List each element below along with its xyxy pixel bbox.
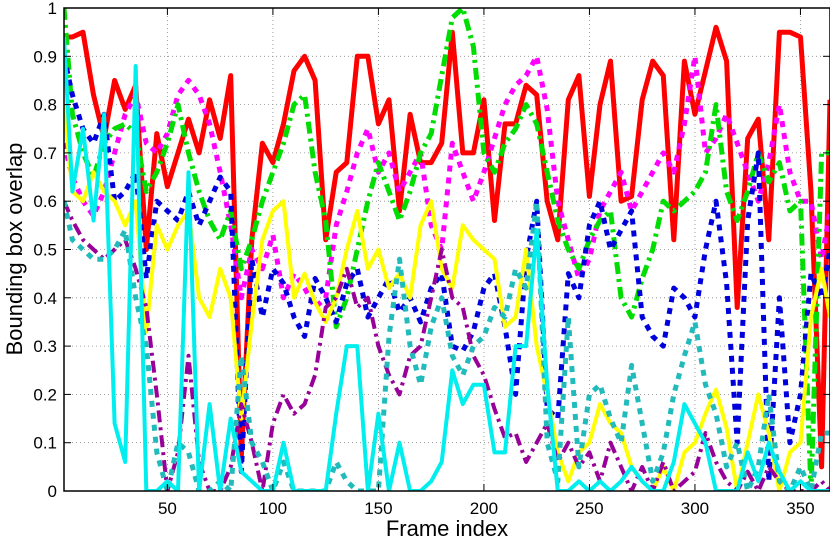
- y-tick-label: 0.5: [33, 241, 57, 260]
- series-line-1: [64, 24, 830, 470]
- y-tick-label: 0.9: [33, 47, 57, 66]
- x-tick-label: 150: [364, 499, 392, 518]
- y-axis-label: Bounding box overlap: [2, 143, 27, 356]
- y-tick-label: 0.8: [33, 96, 57, 115]
- x-tick-label: 250: [575, 499, 603, 518]
- x-tick-label: 300: [681, 499, 709, 518]
- x-axis-label: Frame index: [386, 516, 508, 541]
- y-tick-label: 1: [48, 0, 57, 18]
- y-tick-label: 0.3: [33, 337, 57, 356]
- x-tick-label: 200: [470, 499, 498, 518]
- grid-lines: [64, 8, 830, 491]
- y-tick-label: 0.1: [33, 434, 57, 453]
- series-line-7: [64, 198, 830, 491]
- y-tick-label: 0.4: [33, 289, 57, 308]
- series-line-8: [64, 36, 830, 491]
- x-tick-label: 350: [786, 499, 814, 518]
- x-tick-label: 50: [158, 499, 177, 518]
- y-tick-label: 0.7: [33, 144, 57, 163]
- axis-ticks: 50 100 150 200 250 300 350 0 0.1 0.2 0.3 0.4 0.5 0.6 0…: [33, 0, 830, 518]
- y-tick-label: 0.6: [33, 192, 57, 211]
- series-lines: [64, 8, 830, 491]
- series-line-3: [64, 8, 830, 491]
- y-tick-label: 0: [48, 482, 57, 501]
- y-tick-label: 0.2: [33, 385, 57, 404]
- x-tick-label: 100: [259, 499, 287, 518]
